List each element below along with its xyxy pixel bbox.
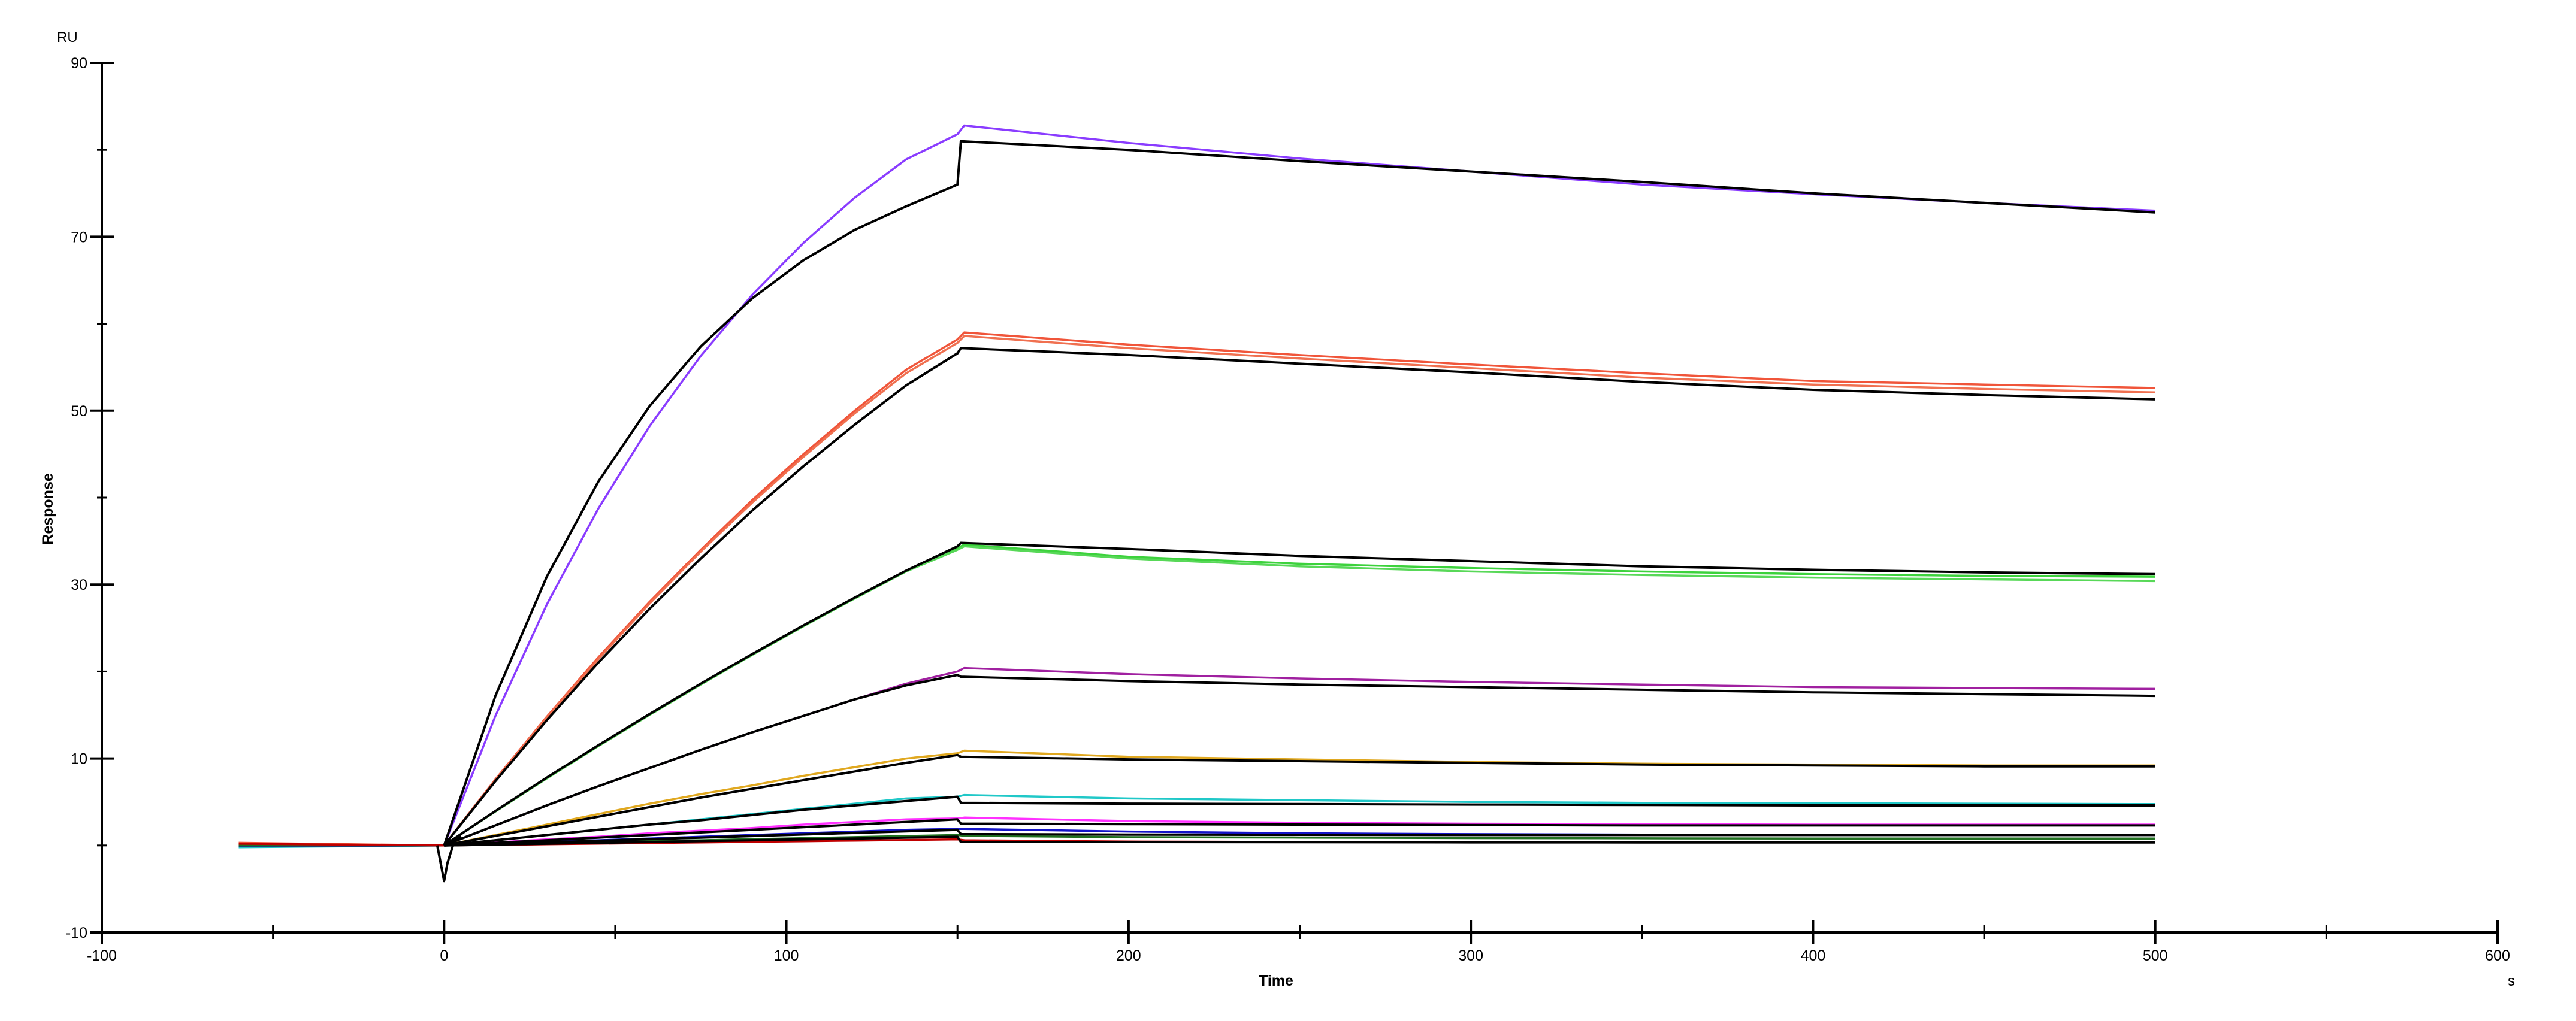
fit-curve-15: [443, 674, 2155, 847]
x-tick-label: 300: [1458, 947, 1483, 964]
x-tick-label: 400: [1801, 947, 1826, 964]
x-tick-label: 100: [774, 947, 799, 964]
data-curve-1: [238, 331, 2155, 847]
y-unit-label: RU: [57, 29, 78, 46]
data-curve-0: [238, 124, 2155, 847]
y-axis-title: Response: [40, 473, 56, 545]
y-axis-ticks: -10 10 30 50 70 90: [66, 55, 114, 941]
data-curve-2: [238, 335, 2155, 847]
fit-curve-21: [436, 835, 462, 883]
fit-curve-12: [443, 140, 2155, 846]
series-layer: [238, 124, 2155, 883]
fit-curve-16: [443, 753, 2155, 847]
fit-curve-20: [444, 835, 2155, 847]
fit-curve-17: [444, 795, 2155, 847]
fit-curve-14: [443, 541, 2155, 847]
x-tick-label: -100: [87, 947, 117, 964]
data-curve-5: [238, 666, 2155, 847]
fit-curve-13: [443, 347, 2155, 847]
x-axis-title: Time: [1259, 972, 1293, 989]
y-tick-label: 50: [71, 403, 87, 420]
y-tick-label: -10: [66, 925, 87, 941]
data-curve-3: [238, 543, 2155, 847]
y-tick-label: 10: [71, 751, 87, 768]
x-tick-label: 500: [2143, 947, 2168, 964]
fit-curve-18: [444, 818, 2155, 847]
x-tick-label: 200: [1116, 947, 1141, 964]
y-tick-label: 30: [71, 577, 87, 593]
x-tick-label: 0: [440, 947, 448, 964]
fit-curve-19: [444, 828, 2155, 847]
y-tick-label: 70: [71, 229, 87, 246]
axes: -10 10 30 50 70 90 -100 0 100 200 300 400 500 600: [66, 55, 2510, 964]
x-axis-ticks: -100 0 100 200 300 400 500 600: [87, 920, 2510, 964]
y-tick-label: 90: [71, 55, 87, 72]
x-unit-label: s: [2508, 973, 2515, 989]
x-tick-label: 600: [2485, 947, 2510, 964]
data-curve-4: [238, 545, 2155, 847]
